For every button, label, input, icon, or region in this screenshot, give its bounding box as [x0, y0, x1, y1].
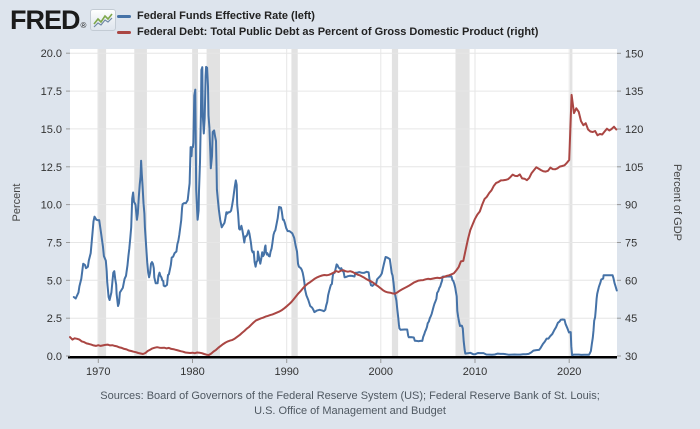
x-tick-label: 2010	[463, 366, 487, 378]
plot-area[interactable]	[70, 49, 617, 356]
right-tick-label: 120	[625, 124, 643, 136]
right-tick-label: 90	[625, 200, 637, 212]
x-axis-line	[68, 356, 617, 359]
right-tick-label: 150	[625, 48, 643, 60]
left-tick-label: 17.5	[41, 86, 62, 98]
legend-item-federal-debt[interactable]: Federal Debt: Total Public Debt as Perce…	[117, 24, 538, 40]
chart-legend: Federal Funds Effective Rate (left) Fede…	[117, 8, 538, 40]
right-tick-label: 45	[625, 313, 637, 325]
recession-band	[291, 49, 298, 356]
legend-swatch-federal-debt	[117, 30, 131, 34]
recession-band	[391, 49, 399, 356]
sources-note: Sources: Board of Governors of the Feder…	[0, 389, 700, 419]
chart-header: FRED ® Federal Funds Effective Rate (left…	[0, 0, 700, 46]
recession-band	[570, 49, 573, 356]
x-tick-label: 2000	[369, 366, 393, 378]
right-tick-label: 75	[625, 238, 637, 250]
left-tick-label: 0.0	[47, 351, 62, 363]
x-tick-label: 1970	[86, 366, 110, 378]
right-tick-label: 135	[625, 86, 643, 98]
right-tick-label: 30	[625, 351, 637, 363]
left-tick-label: 20.0	[41, 48, 62, 60]
legend-item-fed-funds[interactable]: Federal Funds Effective Rate (left)	[117, 8, 538, 24]
registered-mark: ®	[80, 21, 87, 30]
fed-funds-line-series[interactable]	[72, 65, 618, 357]
right-tick-label: 105	[625, 162, 643, 174]
right-tick-label: 60	[625, 275, 637, 287]
left-axis-title: Percent	[11, 184, 23, 222]
sources-line-1: Sources: Board of Governors of the Feder…	[100, 390, 600, 402]
recession-band	[455, 49, 470, 356]
x-tick-label: 1990	[274, 366, 298, 378]
fred-logo[interactable]: FRED ®	[10, 5, 117, 35]
left-tick-label: 12.5	[41, 162, 62, 174]
right-axis-title: Percent of GDP	[671, 164, 683, 241]
fred-sparkline-icon	[90, 9, 117, 31]
legend-label-fed-funds: Federal Funds Effective Rate (left)	[137, 10, 315, 22]
recession-band	[192, 49, 198, 356]
left-tick-label: 5.0	[47, 275, 62, 287]
debt-gdp-line-series[interactable]	[69, 93, 618, 356]
left-tick-label: 10.0	[41, 200, 62, 212]
left-tick-label: 15.0	[41, 124, 62, 136]
recession-band	[97, 49, 107, 356]
x-tick-label: 1980	[180, 366, 204, 378]
left-tick-label: 2.5	[47, 313, 62, 325]
recession-band	[134, 49, 147, 356]
x-tick-label: 2020	[557, 366, 581, 378]
sources-line-2: U.S. Office of Management and Budget	[254, 405, 446, 417]
fred-logo-text: FRED	[10, 5, 80, 35]
legend-label-federal-debt: Federal Debt: Total Public Debt as Perce…	[137, 26, 539, 38]
legend-swatch-fed-funds	[117, 14, 131, 18]
left-tick-label: 7.5	[47, 238, 62, 250]
